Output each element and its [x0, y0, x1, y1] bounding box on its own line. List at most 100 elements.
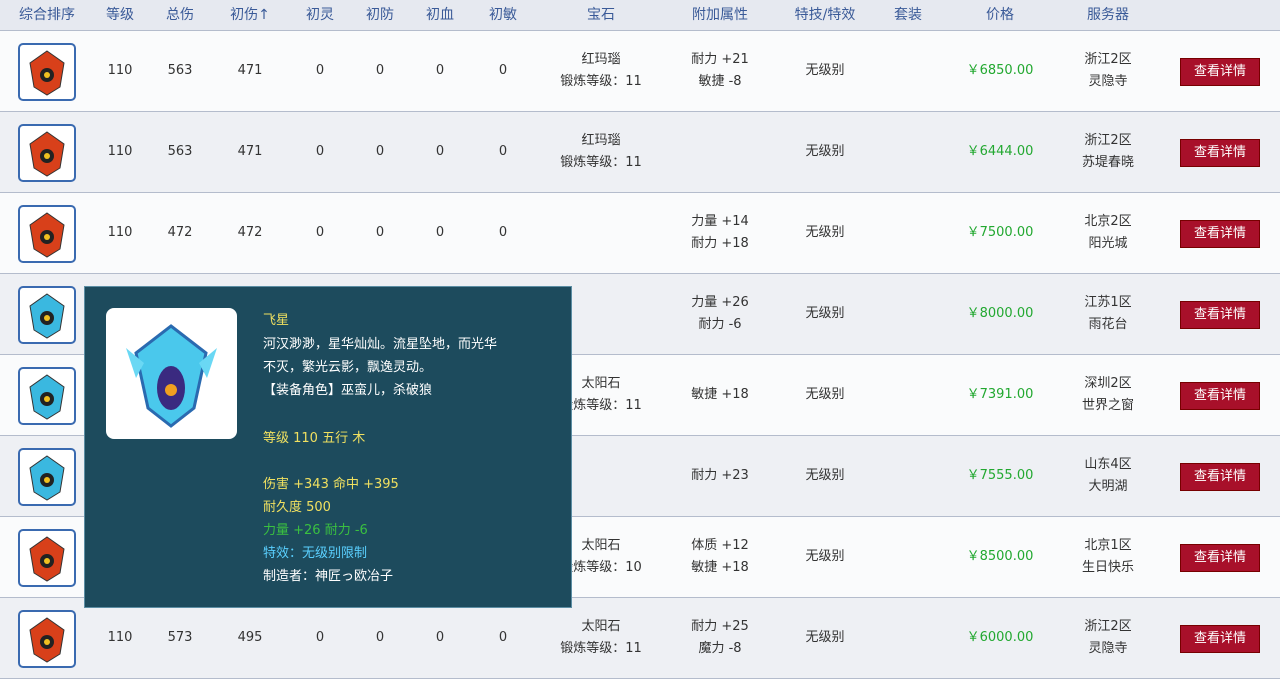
cell-min: 0	[498, 63, 508, 78]
item-image	[106, 308, 237, 439]
column-header: 等级	[106, 7, 134, 23]
gem-line: 锻炼等级：11	[560, 398, 642, 413]
cell-gem: 红玛瑙锻炼等级：11	[560, 49, 642, 93]
gem-line: 锻炼等级：11	[560, 74, 642, 89]
item-icon	[18, 43, 76, 101]
cell-dmg: 471	[237, 63, 263, 78]
column-header: 价格	[986, 7, 1014, 23]
cell-price: ￥6444.00	[966, 144, 1034, 159]
cell-level: 110	[107, 225, 133, 240]
server-line: 北京1区	[1084, 538, 1132, 553]
server-line: 阳光城	[1088, 236, 1128, 251]
cell-server: 深圳2区 世界之窗	[1082, 373, 1134, 417]
tooltip-durability: 耐久度 500	[263, 500, 331, 515]
attrs-line: 耐力 +18	[691, 236, 749, 251]
tooltip-desc: 不灭，繁光云影，飘逸灵动。	[263, 360, 433, 375]
column-header: 初敏	[489, 7, 517, 23]
detail-button[interactable]: 查看详情	[1180, 301, 1260, 329]
gem-line: 太阳石	[581, 376, 621, 391]
server-line: 浙江2区	[1084, 619, 1132, 634]
detail-button[interactable]: 查看详情	[1180, 544, 1260, 572]
cell-total: 472	[167, 225, 193, 240]
gem-line: 太阳石	[581, 619, 621, 634]
tooltip-damage: 伤害 +343 命中 +395	[263, 477, 399, 492]
column-header: 附加属性	[692, 7, 748, 23]
cell-price: ￥7391.00	[966, 387, 1034, 402]
cell-attrs: 力量 +26 耐力 -6	[691, 292, 749, 336]
cell-server: 北京2区阳光城	[1084, 211, 1131, 255]
cell-gem: 红玛瑙 锻炼等级：11	[560, 130, 642, 174]
cell-attrs: 力量 +14 耐力 +18	[691, 211, 749, 255]
cell-special: 无级别	[805, 225, 845, 240]
cell-server: 浙江2区 灵隐寺	[1084, 49, 1131, 93]
column-header: 总伤	[166, 7, 194, 23]
cell-special: 无级别	[805, 549, 845, 564]
server-line: 山东4区	[1084, 457, 1132, 472]
table-row: 110 563 471 0 0 0 0 红玛瑙 锻炼等级：11 耐力 +21 敏捷 -8 浙江2区 灵隐…	[0, 31, 1280, 112]
cell-gem: 太阳石锻炼等级：11	[560, 373, 642, 417]
tooltip-desc: 河汉渺渺，星华灿灿。流星坠地，而光华	[263, 337, 498, 352]
cell-price: ￥7500.00	[966, 225, 1034, 240]
server-line: 北京2区	[1084, 214, 1132, 229]
detail-button[interactable]: 查看详情	[1180, 463, 1260, 491]
detail-button[interactable]: 查看详情	[1180, 220, 1260, 248]
attrs-line: 体质 +12	[691, 538, 749, 553]
column-header: 综合排序	[19, 7, 75, 23]
server-line: 苏堤春晓	[1081, 155, 1135, 170]
attrs-line: 敏捷 -8	[698, 74, 742, 89]
gem-line: 锻炼等级：11	[560, 641, 642, 656]
cell-special: 无级别	[805, 387, 845, 402]
tooltip-bonus: 力量 +26 耐力 -6	[263, 523, 368, 538]
cell-gem: 太阳石锻炼等级：11	[560, 616, 642, 660]
detail-button[interactable]: 查看详情	[1180, 625, 1260, 653]
server-line: 江苏1区	[1084, 295, 1132, 310]
item-tooltip: 飞星 河汉渺渺，星华灿灿。流星坠地，而光华 不灭，繁光云影，飘逸灵动。 【装备角…	[84, 286, 572, 608]
cell-fang: 0	[375, 63, 385, 78]
cell-dmg: 472	[237, 225, 263, 240]
tooltip-desc: 【装备角色】巫蛮儿，杀破狼	[263, 383, 433, 398]
column-header: 初防	[366, 7, 394, 23]
tooltip-maker: 制造者：神匠っ欧冶子	[263, 569, 394, 584]
column-header: 宝石	[587, 7, 615, 23]
cell-gem: 太阳石 锻炼等级：10	[560, 535, 642, 579]
column-header: 服务器	[1087, 7, 1129, 23]
cell-server: 山东4区 大明湖	[1084, 454, 1131, 498]
detail-button[interactable]: 查看详情	[1180, 58, 1260, 86]
cell-xue: 0	[435, 144, 445, 159]
server-line: 深圳2区	[1084, 376, 1132, 391]
attrs-line: 力量 +26	[691, 295, 749, 310]
item-icon	[18, 610, 76, 668]
cell-price: ￥6000.00	[966, 630, 1034, 645]
cell-attrs: 敏捷 +18	[691, 384, 749, 406]
attrs-line: 耐力 +21	[691, 52, 749, 67]
cell-total: 563	[167, 63, 193, 78]
cell-ling: 0	[315, 630, 325, 645]
table-header: 综合排序 等级 总伤 初伤↑ 初灵 初防 初血 初敏 宝石 附加属性 特技/特效 套装 价格 服务器	[0, 0, 1280, 31]
cell-fang: 0	[375, 144, 385, 159]
cell-total: 573	[167, 630, 193, 645]
tooltip-title: 飞星	[263, 313, 290, 328]
server-line: 灵隐寺	[1088, 74, 1128, 89]
cell-min: 0	[498, 225, 508, 240]
detail-button[interactable]: 查看详情	[1180, 139, 1260, 167]
cell-server: 浙江2区 灵隐寺	[1084, 616, 1131, 660]
cell-price: ￥6850.00	[966, 63, 1034, 78]
table-row: 110 563 471 0 0 0 0 红玛瑙 锻炼等级：11 浙江2区 苏堤春晓 无级别 ￥6444.…	[0, 112, 1280, 193]
tooltip-level: 等级 110 五行 木	[263, 431, 366, 446]
cell-xue: 0	[435, 225, 445, 240]
column-header: 特技/特效	[794, 7, 856, 23]
cell-level: 110	[107, 144, 133, 159]
gem-line: 红玛瑙	[581, 52, 621, 67]
detail-button[interactable]: 查看详情	[1180, 382, 1260, 410]
cell-server: 江苏1区 雨花台	[1084, 292, 1131, 336]
cell-special: 无级别	[805, 468, 845, 483]
cell-min: 0	[498, 630, 508, 645]
table-row: 110 472 472 0 0 0 0 力量 +14 耐力 +18 北京2区 阳光城 无级别 ￥7500…	[0, 193, 1280, 274]
cell-level: 110	[107, 63, 133, 78]
attrs-line: 敏捷 +18	[691, 387, 749, 402]
column-header: 初血	[426, 7, 454, 23]
cell-fang: 0	[375, 225, 385, 240]
cell-attrs: 耐力 +25 魔力 -8	[691, 616, 749, 660]
item-icon	[18, 124, 76, 182]
